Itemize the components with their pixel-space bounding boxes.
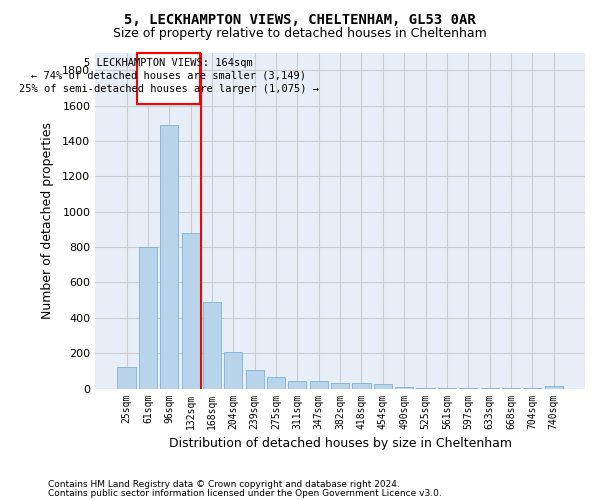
Text: Size of property relative to detached houses in Cheltenham: Size of property relative to detached ho… [113, 28, 487, 40]
Bar [224, 352, 242, 388]
Text: Contains HM Land Registry data © Crown copyright and database right 2024.: Contains HM Land Registry data © Crown c… [48, 480, 400, 489]
Bar [160, 125, 178, 388]
Bar [118, 368, 136, 388]
Bar [289, 380, 307, 388]
Bar [203, 302, 221, 388]
Bar [545, 386, 563, 388]
Text: Contains public sector information licensed under the Open Government Licence v3: Contains public sector information licen… [48, 490, 442, 498]
Bar [331, 382, 349, 388]
Bar [395, 387, 413, 388]
Bar [310, 380, 328, 388]
Text: 25% of semi-detached houses are larger (1,075) →: 25% of semi-detached houses are larger (… [19, 84, 319, 94]
Text: ← 74% of detached houses are smaller (3,149): ← 74% of detached houses are smaller (3,… [31, 70, 306, 80]
X-axis label: Distribution of detached houses by size in Cheltenham: Distribution of detached houses by size … [169, 437, 512, 450]
FancyBboxPatch shape [137, 52, 200, 104]
Bar [352, 382, 371, 388]
Text: 5 LECKHAMPTON VIEWS: 164sqm: 5 LECKHAMPTON VIEWS: 164sqm [85, 58, 253, 68]
Text: 5, LECKHAMPTON VIEWS, CHELTENHAM, GL53 0AR: 5, LECKHAMPTON VIEWS, CHELTENHAM, GL53 0… [124, 12, 476, 26]
Bar [182, 233, 200, 388]
Bar [245, 370, 264, 388]
Bar [374, 384, 392, 388]
Bar [139, 247, 157, 388]
Y-axis label: Number of detached properties: Number of detached properties [41, 122, 54, 319]
Bar [267, 377, 285, 388]
